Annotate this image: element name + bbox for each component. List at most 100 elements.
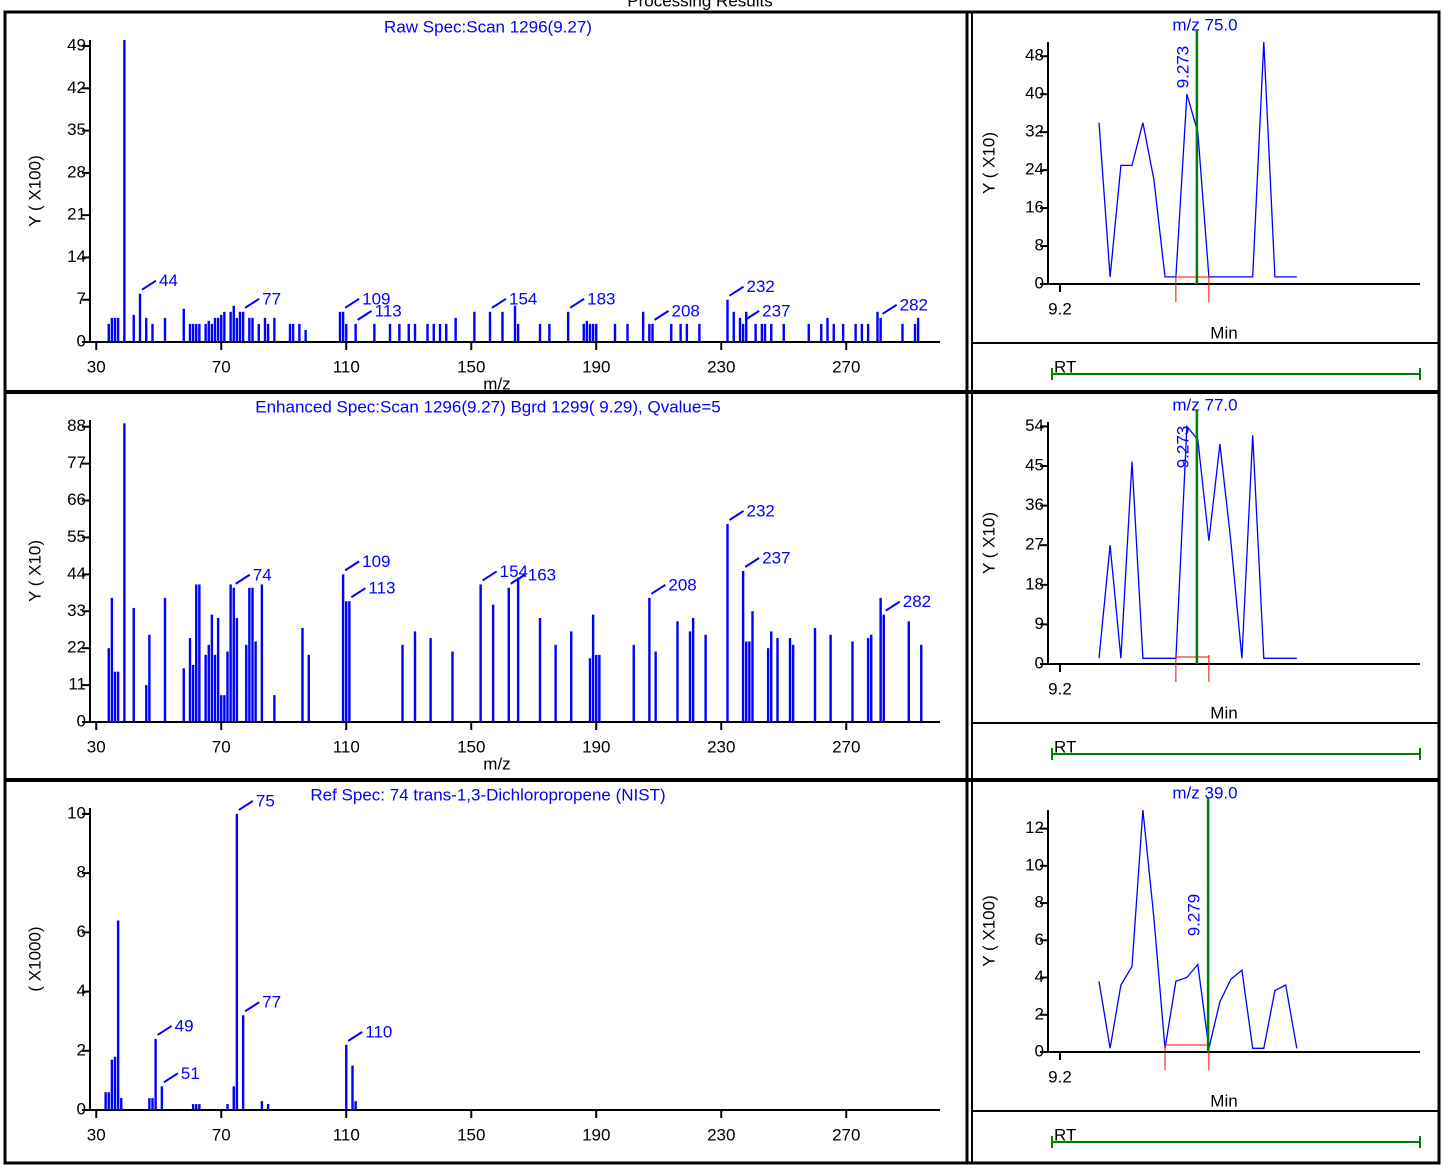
peak-label-hook (350, 587, 366, 599)
y-tick-label: 11 (68, 675, 86, 694)
spectrum-peak (688, 631, 692, 722)
x-tick-label: 110 (333, 1125, 360, 1144)
rt-strip-label: RT (1054, 1125, 1076, 1144)
spectrum-peak (679, 323, 682, 342)
spectrum-peak (882, 614, 885, 722)
spectrum-peak (223, 311, 226, 342)
peak-label: 183 (587, 289, 615, 308)
y-tick-label: 33 (67, 601, 86, 620)
y-tick-label: 36 (1025, 495, 1044, 514)
spectrum-peak (788, 638, 792, 722)
spectrum-peak (110, 1059, 114, 1110)
y-tick-label: 6 (77, 922, 86, 941)
spectrum-peak (132, 314, 135, 342)
y-tick-label: 16 (1025, 198, 1044, 217)
spectrum-peak (732, 311, 735, 342)
x-tick-label: 150 (457, 737, 485, 756)
y-tick-label: 77 (67, 453, 86, 472)
spectrum-peak (491, 604, 495, 722)
y-tick-label: 9 (1035, 614, 1044, 633)
spectrum-peak (398, 323, 401, 342)
peak-label: 208 (668, 575, 696, 594)
spectrum-peak (354, 323, 357, 342)
spectrum-peak (907, 621, 910, 722)
spectrum-peak (113, 671, 117, 722)
spectrum-peak (195, 323, 198, 342)
x-tick-label: 9.2 (1048, 1067, 1072, 1086)
peak-label-hook (510, 573, 526, 585)
x-tick-label: 190 (582, 737, 610, 756)
x-tick-label: 110 (333, 357, 360, 376)
spectrum-peak (232, 1086, 235, 1110)
spectrum-peak (291, 323, 295, 342)
x-tick-label: 270 (832, 357, 860, 376)
peak-label-hook (244, 297, 260, 309)
chromatogram-title: m/z 77.0 (1172, 395, 1237, 414)
y-tick-label: 12 (1025, 818, 1044, 837)
peak-label-hook (882, 303, 898, 315)
x-tick-label: 230 (707, 737, 735, 756)
y-tick-label: 6 (1035, 930, 1044, 949)
y-tick-label: 27 (1025, 535, 1044, 554)
spectrum-peak (913, 323, 917, 342)
spectrum-peak (288, 323, 292, 342)
peak-label-hook (569, 297, 585, 309)
spectrum-peak (841, 323, 845, 342)
x-tick-label: 30 (87, 1125, 106, 1144)
spectrum-peak (216, 317, 220, 342)
spectrum-peak (251, 587, 254, 722)
spectrum-peak (304, 329, 307, 342)
peak-label: 110 (365, 1022, 392, 1041)
peak-label-hook (344, 297, 360, 309)
y-axis-label: Y ( X10) (979, 512, 998, 574)
x-tick-label: 190 (582, 1125, 610, 1144)
spectrum-peak (195, 1104, 198, 1110)
spectrum-peak (207, 644, 210, 722)
spectrum-peak (595, 323, 598, 342)
spectrum-peak (791, 644, 795, 722)
spectrum-peak (229, 584, 232, 722)
spectrum-peak (916, 317, 920, 342)
spectrum-peak (148, 1098, 151, 1110)
spectrum-peak (116, 317, 120, 342)
spectrum-peak (107, 323, 110, 342)
spectrum-peak (198, 584, 201, 722)
spectrum-peak (213, 317, 217, 342)
peak-label-hook (491, 297, 507, 309)
spectrum-peak (698, 323, 701, 342)
y-tick-label: 0 (77, 711, 86, 730)
x-tick-label: 270 (832, 737, 860, 756)
spectrum-peak (438, 323, 442, 342)
spectrum-peak (879, 597, 882, 722)
y-tick-label: 40 (1025, 84, 1044, 103)
x-axis-label: m/z (483, 754, 510, 773)
spectrum-peak (813, 628, 817, 722)
x-tick-label: 150 (457, 357, 485, 376)
spectrum-peak (116, 920, 120, 1110)
x-axis-label: Min (1210, 323, 1237, 342)
spectrum-peak (426, 323, 429, 342)
y-tick-label: 55 (67, 527, 86, 546)
retention-label: 9.279 (1185, 894, 1204, 937)
spectrum-peak (345, 601, 348, 722)
spectrum-peak (413, 631, 417, 722)
retention-label: 9.273 (1173, 426, 1192, 469)
spectrum-peak (751, 611, 754, 722)
spectrum-peak (870, 634, 873, 722)
spectrum-peak (691, 617, 695, 722)
spectrum-peak (341, 311, 345, 342)
x-tick-label: 190 (582, 357, 610, 376)
spectrum-peak (676, 621, 679, 722)
spectrum-peak (588, 323, 592, 342)
peak-label: 113 (375, 301, 402, 320)
spectrum-peak (198, 323, 201, 342)
spectrum-peak (726, 524, 729, 722)
spectrum-peak (445, 323, 448, 342)
spectrum-peak (257, 323, 260, 342)
x-tick-label: 150 (457, 1125, 485, 1144)
spectrum-peak (726, 299, 729, 342)
peak-label-hook (163, 1072, 179, 1084)
y-axis-label: Y ( X10) (979, 132, 998, 194)
